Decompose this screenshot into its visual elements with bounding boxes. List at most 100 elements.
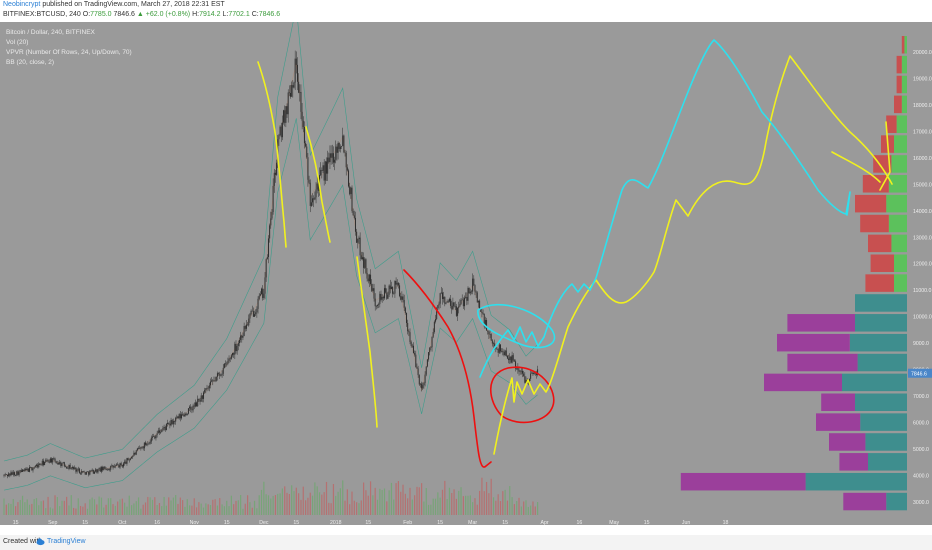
candle-body	[22, 469, 24, 472]
vp-up-bar	[888, 214, 907, 233]
vp-down-bar	[680, 472, 806, 491]
author-link[interactable]: Neobincrypt	[3, 1, 41, 8]
candle-body	[483, 313, 485, 327]
candle-body	[245, 324, 247, 329]
candle-body	[491, 340, 493, 344]
candle-body	[61, 463, 63, 466]
candle-body	[371, 283, 373, 291]
volume-bar	[379, 488, 381, 515]
candle-body	[97, 469, 99, 473]
candle-body	[525, 380, 527, 383]
volume-bar	[8, 503, 10, 515]
y-tick-label: 12000.0	[913, 262, 932, 268]
yellow-arrow-head	[879, 121, 891, 191]
legend-bb: BB (20, close, 2)	[6, 59, 54, 66]
vp-up-bar	[891, 155, 907, 173]
candle-body	[488, 331, 490, 335]
vp-down-bar	[870, 254, 894, 272]
candle-body	[233, 353, 235, 355]
tradingview-link[interactable]: TradingView	[47, 538, 86, 545]
candle-body	[511, 355, 513, 363]
candle-body	[73, 467, 75, 469]
candle-body	[247, 324, 249, 326]
x-tick-label: 16	[576, 520, 582, 525]
candle-body	[406, 312, 408, 324]
volume-bar	[328, 502, 330, 515]
candle-body	[205, 388, 207, 390]
candle-body	[309, 182, 311, 206]
candle-body	[429, 347, 431, 353]
candle-body	[281, 122, 283, 138]
candle-body	[283, 110, 285, 123]
y-tick-label: 6000.0	[913, 421, 929, 427]
candle-body	[157, 430, 159, 434]
candle-body	[373, 288, 375, 299]
chart-area[interactable]: 3000.04000.05000.06000.07000.08000.09000…	[0, 6, 932, 526]
candle-body	[501, 351, 503, 352]
vp-up-bar	[855, 393, 907, 412]
price-chart[interactable]: 3000.04000.05000.06000.07000.08000.09000…	[0, 6, 932, 526]
candle-body	[16, 471, 18, 476]
candle-body	[489, 334, 491, 335]
candle-body	[103, 466, 105, 471]
candle-body	[52, 458, 54, 463]
volume-bar	[388, 490, 390, 515]
candle-body	[375, 305, 377, 307]
candle-body	[517, 367, 519, 371]
volume-bar	[321, 494, 323, 515]
vp-up-bar	[860, 413, 907, 431]
candle-body	[199, 400, 201, 402]
volume-bar	[453, 489, 455, 515]
candle-body	[30, 467, 32, 468]
low-value: 7702.1	[228, 11, 250, 18]
candle-body	[393, 293, 395, 295]
vp-down-bar	[764, 373, 842, 392]
volume-bar	[495, 500, 497, 515]
volume-bar	[532, 501, 534, 515]
candle-body	[389, 285, 391, 290]
candle-body	[338, 142, 340, 150]
volume-bar	[418, 487, 420, 515]
candle-body	[24, 468, 26, 472]
volume-bar	[119, 499, 121, 515]
candle-body	[165, 423, 167, 431]
volume-bar	[256, 508, 258, 515]
volume-bar	[170, 500, 172, 515]
candle-body	[431, 336, 433, 348]
vp-up-bar	[896, 115, 907, 133]
volume-bar	[288, 494, 290, 515]
candle-body	[447, 301, 449, 302]
volume-bar	[54, 495, 56, 515]
volume-bar	[267, 495, 270, 515]
candle-body	[102, 467, 104, 471]
candle-body	[421, 383, 423, 389]
candle-body	[472, 278, 474, 292]
candle-body	[41, 460, 43, 465]
candle-body	[171, 419, 173, 425]
x-tick-label: 15	[644, 520, 650, 525]
volume-bar	[397, 481, 399, 515]
volume-bar	[386, 501, 388, 515]
candle-body	[63, 462, 65, 467]
volume-bar	[107, 498, 109, 515]
candle-body	[487, 330, 489, 332]
yellow-drop-line-2	[305, 126, 331, 243]
volume-bar	[286, 492, 288, 515]
candle-body	[400, 296, 402, 300]
candle-body	[303, 127, 305, 144]
candle-body	[200, 395, 202, 402]
volume-bar	[323, 492, 325, 515]
volume-bar	[202, 507, 205, 515]
volume-bar	[414, 495, 416, 515]
volume-bar	[226, 500, 228, 515]
candle-body	[387, 294, 389, 299]
candle-body	[116, 464, 118, 466]
candle-body	[467, 287, 469, 301]
candle-body	[174, 420, 176, 422]
candle-body	[354, 217, 356, 232]
candle-body	[214, 380, 216, 382]
x-tick-label: 15	[82, 520, 88, 525]
volume-bar	[233, 504, 235, 515]
candle-body	[330, 153, 332, 158]
volume-bar	[235, 500, 237, 515]
